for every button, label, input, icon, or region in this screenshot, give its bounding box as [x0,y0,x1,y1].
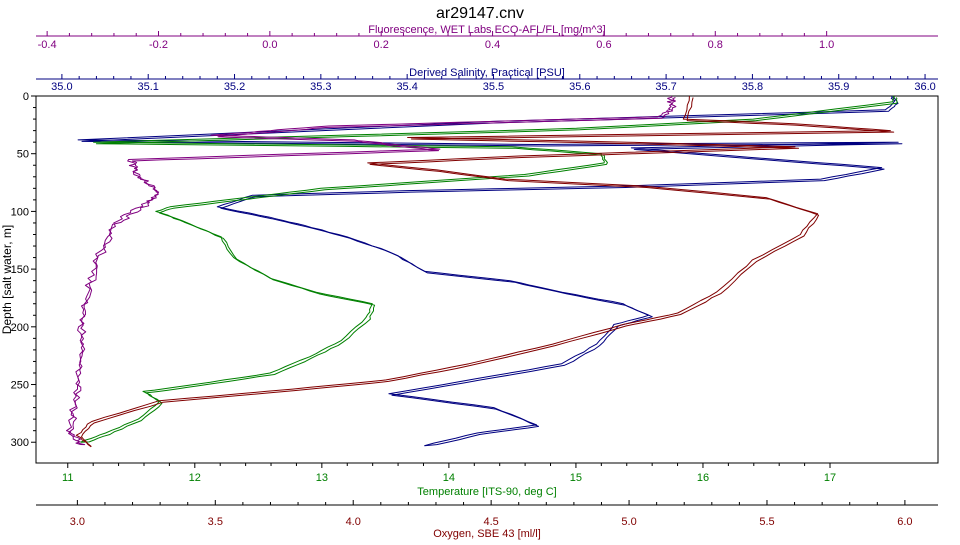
oxygen-profile-line [81,97,895,448]
depth-tick-label: 200 [11,322,29,334]
temperature-tick-label: 11 [62,472,73,484]
salinity-tick-label: 35.2 [224,81,245,93]
fluorescence-tick-label: 0.0 [262,39,277,51]
salinity-tick-label: 35.9 [828,81,849,93]
depth-tick-label: 100 [11,206,29,218]
fluorescence-axis: -0.4 -0.2 0.0 0.2 0.4 0.6 0.8 1.0 Fluorescence, … [36,24,938,51]
temperature-tick-label: 16 [697,472,709,484]
series-salinity [77,95,903,447]
oxygen-profile-line [75,95,891,448]
depth-axis: 0 50 100 150 200 250 300 Depth [salt water, m] [0,91,36,449]
fluorescence-tick-label: 0.2 [374,39,389,51]
fluorescence-tick-label: 0.4 [485,39,500,51]
depth-tick-label: 250 [11,380,29,392]
salinity-axis-title: Derived Salinity, Practical [PSU] [409,67,565,79]
temperature-tick-label: 12 [189,472,201,484]
fluorescence-axis-title: Fluorescence, WET Labs ECO-AFL/FL [mg/m^… [368,24,605,36]
depth-tick-label: 0 [23,91,29,103]
temperature-tick-label: 13 [316,472,328,484]
depth-axis-title: Depth [salt water, m] [0,225,14,334]
oxygen-tick-label: 4.0 [346,516,361,528]
depth-tick-label: 300 [11,437,29,449]
fluorescence-profile-line [68,97,677,446]
salinity-axis: 35.0 35.1 35.2 35.3 35.4 35.5 35.6 35.7 35.8 35.9… [36,67,938,93]
oxygen-tick-label: 3.5 [208,516,223,528]
series-fluorescence [66,95,677,446]
series-temperature [80,95,898,443]
fluorescence-tick-label: 0.6 [596,39,611,51]
salinity-tick-label: 35.1 [137,81,158,93]
salinity-tick-label: 35.6 [569,81,590,93]
depth-tick-label: 50 [17,149,29,161]
series-layer [66,95,903,448]
temperature-profile-line [80,97,898,443]
fluorescence-tick-label: -0.2 [149,39,168,51]
salinity-tick-label: 36.0 [914,81,935,93]
temperature-axis: 11 12 13 14 15 16 17 Temperature [ITS-90, deg C… [36,462,938,498]
oxygen-axis: 3.0 3.5 4.0 4.5 5.0 5.5 6.0 Oxygen, SBE 43 [ml/… [36,500,938,540]
salinity-tick-label: 35.8 [742,81,763,93]
salinity-tick-label: 35.0 [51,81,72,93]
salinity-profile-line [81,97,903,447]
fluorescence-tick-label: -0.4 [38,39,57,51]
oxygen-tick-label: 5.5 [759,516,774,528]
axes-layer: -0.4 -0.2 0.0 0.2 0.4 0.6 0.8 1.0 Fluorescence, … [0,24,938,540]
series-oxygen [75,95,895,448]
oxygen-tick-label: 3.0 [70,516,85,528]
temperature-profile-line [80,95,895,443]
temperature-tick-label: 15 [570,472,582,484]
temperature-tick-label: 14 [443,472,455,484]
oxygen-tick-label: 6.0 [897,516,912,528]
salinity-tick-label: 35.3 [310,81,331,93]
fluorescence-profile-line [66,95,675,445]
oxygen-tick-label: 5.0 [621,516,636,528]
chart-title: ar29147.cnv [436,5,524,22]
salinity-tick-label: 35.4 [396,81,417,93]
fluorescence-tick-label: 0.8 [708,39,723,51]
salinity-tick-label: 35.5 [483,81,504,93]
temperature-tick-label: 17 [824,472,836,484]
depth-tick-label: 150 [11,264,29,276]
salinity-profile-line [77,95,899,447]
oxygen-tick-label: 4.5 [483,516,498,528]
temperature-axis-title: Temperature [ITS-90, deg C] [417,486,556,498]
fluorescence-tick-label: 1.0 [819,39,834,51]
salinity-tick-label: 35.7 [655,81,676,93]
oxygen-axis-title: Oxygen, SBE 43 [ml/l] [433,528,541,540]
